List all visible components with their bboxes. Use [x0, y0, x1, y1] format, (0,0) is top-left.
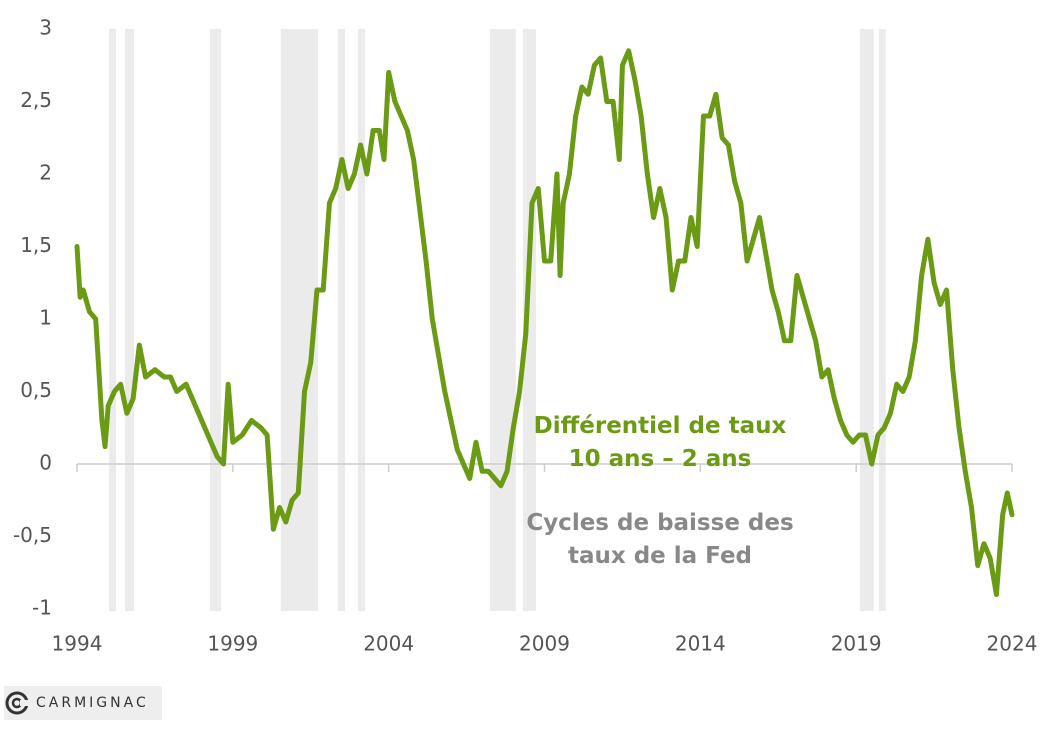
x-tick-label: 1994	[52, 632, 103, 656]
y-tick-label: 0	[39, 451, 52, 475]
y-tick-label: 1,5	[20, 233, 52, 257]
x-tick-label: 1999	[207, 632, 258, 656]
x-tick-label: 2009	[519, 632, 570, 656]
shaded-period	[489, 29, 516, 611]
y-tick-label: 3	[39, 16, 52, 40]
shaded-period	[109, 29, 116, 611]
y-tick-label: -1	[32, 596, 52, 620]
series-label: Différentiel de taux 10 ans – 2 ans	[533, 413, 787, 472]
shaded-period	[878, 29, 886, 611]
y-tick-label: -0,5	[13, 523, 52, 547]
x-tick-label: 2014	[675, 632, 726, 656]
shaded-period	[337, 29, 346, 611]
x-tick-label: 2019	[831, 632, 882, 656]
shading-label: Cycles de baisse des taux de la Fed	[526, 510, 794, 569]
logo: CARMIGNAC	[4, 686, 162, 720]
shaded-period	[124, 29, 135, 611]
y-tick-label: 2,5	[20, 88, 52, 112]
x-tick-label: 2004	[363, 632, 414, 656]
x-tick-label: 2024	[987, 632, 1038, 656]
logo-text: CARMIGNAC	[36, 695, 149, 711]
y-tick-label: 1	[39, 306, 52, 330]
shaded-period	[522, 29, 537, 611]
shaded-period	[210, 29, 221, 611]
y-tick-label: 0,5	[20, 378, 52, 402]
data-line	[74, 48, 1015, 597]
shaded-period	[859, 29, 874, 611]
y-tick-label: 2	[39, 161, 52, 185]
shaded-period	[357, 29, 365, 611]
logo-icon	[5, 691, 30, 715]
